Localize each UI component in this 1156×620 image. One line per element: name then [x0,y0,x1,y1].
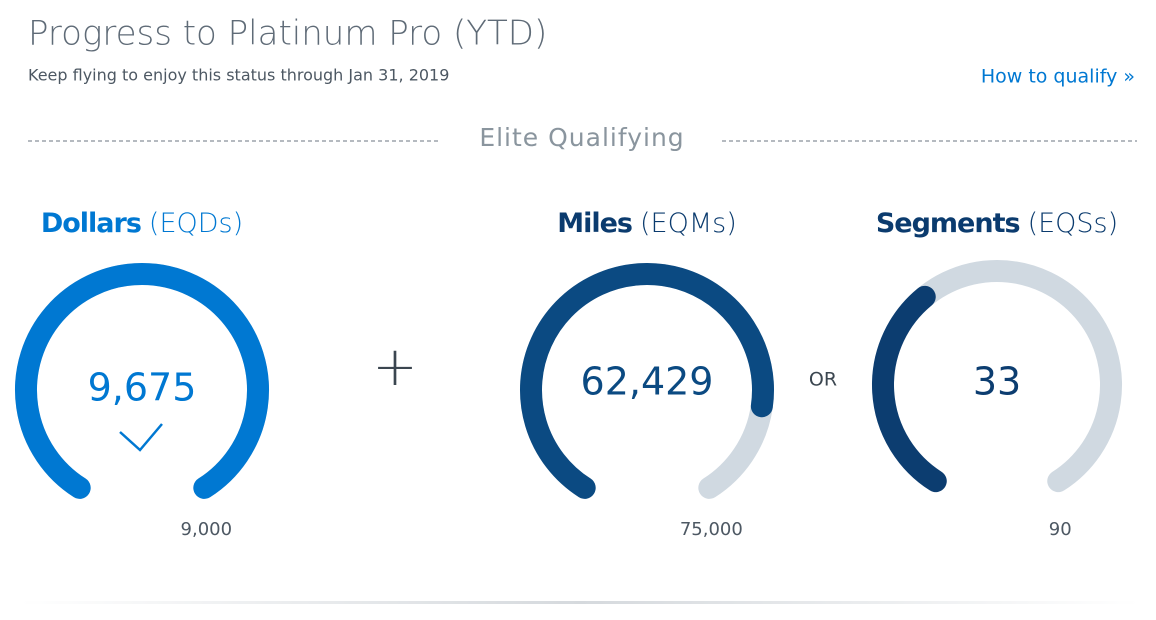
gauge-name: Segments [876,208,1020,239]
gauge-progress [872,285,947,493]
gauge-name: Dollars [41,208,141,239]
gauge-progress [520,263,774,499]
gauge-target: 75,000 [680,519,743,540]
gauge-progress [15,263,269,499]
gauge-title: Dollars (EQDs) [41,208,243,239]
gauge-value: 33 [973,360,1021,404]
check-icon [119,423,163,452]
gauge-target: 9,000 [181,519,233,540]
gauge-value: 9,675 [88,366,197,410]
title: Progress to Platinum Pro (YTD) [28,14,547,54]
gauge-name: Miles [557,208,632,239]
plus-sign: + [372,335,417,398]
bottom-shadow [20,601,1140,604]
how-to-qualify-link[interactable]: How to qualify » [981,66,1135,88]
gauge-unit: (EQSs) [1028,208,1119,239]
gauge-value: 62,429 [581,360,714,404]
gauge-unit: (EQDs) [149,208,243,239]
subtitle: Keep flying to enjoy this status through… [28,66,449,85]
or-label: OR [809,369,837,391]
gauge-title: Miles (EQMs) [557,208,737,239]
gauge-target: 90 [1049,519,1072,540]
gauge-unit: (EQMs) [640,208,737,239]
section-title: Elite Qualifying [479,123,684,152]
gauge-title: Segments (EQSs) [876,208,1118,239]
